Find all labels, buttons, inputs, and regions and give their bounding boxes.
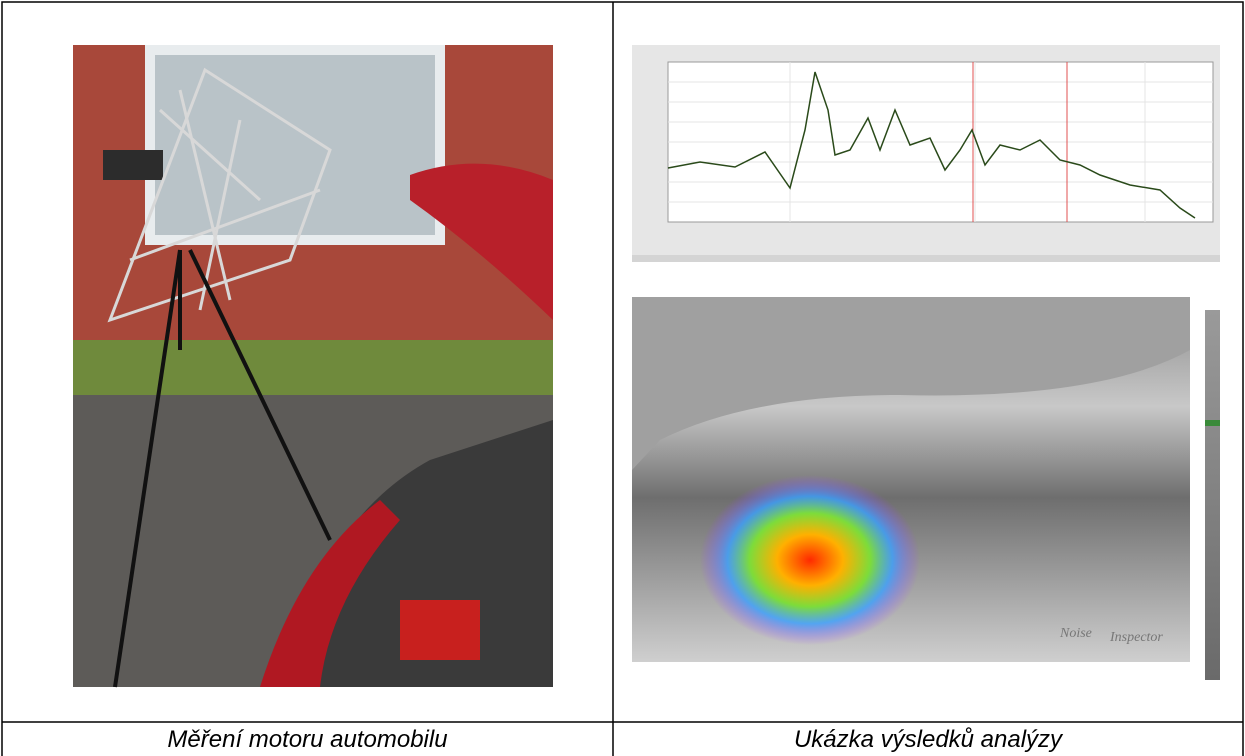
caption: Ukázka výsledků analýzy (613, 726, 1243, 754)
watermark: Inspector (1109, 630, 1163, 645)
page: {"cells": [{"caption": "Měření motoru au… (0, 0, 1245, 756)
spectrum-panel (632, 45, 1220, 262)
document-table: Noise Inspector (0, 0, 1245, 756)
acoustic-image (632, 297, 1220, 680)
photo-microphone-array (73, 45, 553, 687)
watermark: Noise (1059, 626, 1092, 641)
caption: Měření motoru automobilu (2, 726, 613, 754)
